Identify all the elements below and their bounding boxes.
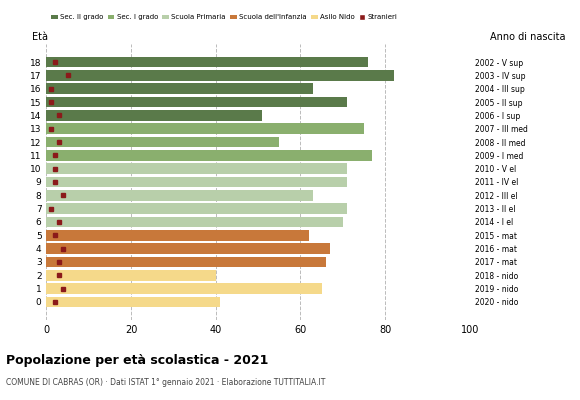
Text: Anno di nascita: Anno di nascita [490,32,566,42]
Text: COMUNE DI CABRAS (OR) · Dati ISTAT 1° gennaio 2021 · Elaborazione TUTTITALIA.IT: COMUNE DI CABRAS (OR) · Dati ISTAT 1° ge… [6,378,325,387]
Bar [46,230,309,241]
Bar [46,83,313,94]
Bar [46,163,347,174]
Bar [46,190,313,201]
Bar [46,136,280,148]
Bar [46,123,364,134]
Bar [46,110,262,121]
Bar [46,56,368,68]
Bar [46,296,220,308]
Bar [46,270,216,281]
Text: Popolazione per età scolastica - 2021: Popolazione per età scolastica - 2021 [6,354,268,367]
Legend: Sec. II grado, Sec. I grado, Scuola Primaria, Scuola dell'Infanzia, Asilo Nido, : Sec. II grado, Sec. I grado, Scuola Prim… [48,12,400,23]
Bar [46,256,326,268]
Bar [46,176,347,188]
Bar [46,150,372,161]
Bar [46,243,330,254]
Bar [46,283,321,294]
Bar [46,70,394,81]
Bar [46,203,347,214]
Text: Età: Età [32,32,48,42]
Bar [46,216,343,228]
Bar [46,96,347,108]
